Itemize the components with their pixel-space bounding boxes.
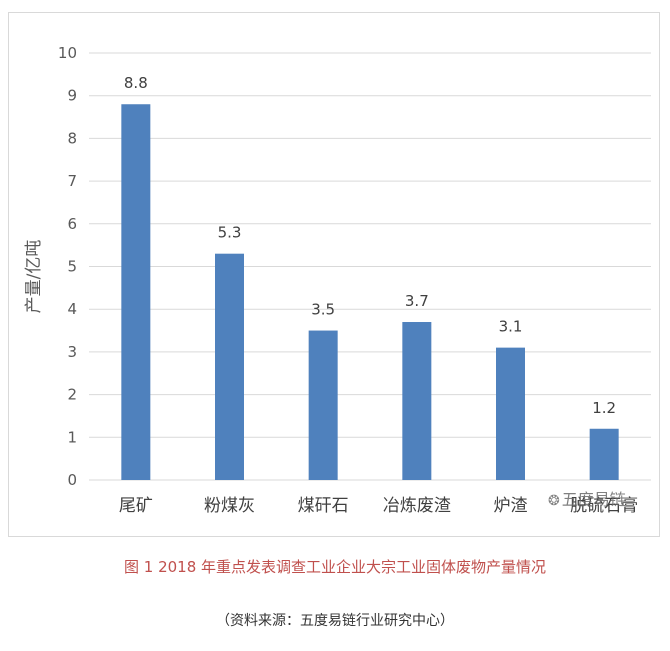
bar: [308, 330, 338, 480]
x-category-label: 脱硫石膏: [570, 495, 638, 516]
y-tick-label: 10: [58, 44, 77, 62]
x-category-label: 煤矸石: [298, 496, 349, 516]
data-label: 3.5: [311, 301, 335, 319]
watermark-text: 五度易链: [561, 490, 626, 509]
x-category-label: 炉渣: [494, 496, 528, 516]
x-category-label: 尾矿: [119, 496, 153, 516]
y-tick-label: 1: [67, 428, 77, 446]
data-label: 3.7: [405, 292, 429, 310]
y-tick-label: 7: [67, 172, 77, 190]
y-tick-label: 5: [67, 258, 77, 276]
bar: [402, 322, 432, 480]
x-category-label: 粉煤灰: [204, 496, 255, 516]
source-note: （资料来源：五度易链行业研究中心）: [216, 613, 454, 629]
y-tick-label: 2: [67, 386, 77, 404]
bar: [121, 104, 151, 481]
figure-caption: 图 1 2018 年重点发表调查工业企业大宗工业固体废物产量情况: [123, 558, 547, 576]
y-tick-label: 8: [67, 129, 77, 147]
y-axis-title: 产量/亿吨: [24, 240, 44, 314]
chart-frame: 0 1 2 3 4 5 6 7 8 9 10 产量/亿吨 8.8 尾矿 5.3 粉煤灰 3.5 煤矸石 3.7 冶炼废…: [8, 12, 660, 537]
data-label: 8.8: [124, 74, 148, 92]
bar: [496, 347, 525, 480]
watermark: ❂ 五度易链: [548, 486, 626, 510]
y-tick-label: 3: [67, 343, 77, 361]
y-tick-label: 4: [67, 300, 77, 318]
y-tick-label: 6: [67, 215, 77, 233]
bar-chart: 0 1 2 3 4 5 6 7 8 9 10 产量/亿吨 8.8 尾矿 5.3 粉煤灰 3.5 煤矸石 3.7 冶炼废…: [24, 44, 651, 516]
data-label: 1.2: [592, 399, 616, 417]
data-label: 3.1: [499, 318, 523, 336]
bar: [215, 253, 244, 480]
wechat-icon: ❂: [548, 493, 560, 509]
y-tick-label: 0: [67, 471, 77, 489]
x-category-label: 冶炼废渣: [383, 496, 451, 516]
y-tick-label: 9: [67, 87, 77, 105]
bar: [589, 428, 619, 480]
data-label: 5.3: [218, 224, 242, 242]
